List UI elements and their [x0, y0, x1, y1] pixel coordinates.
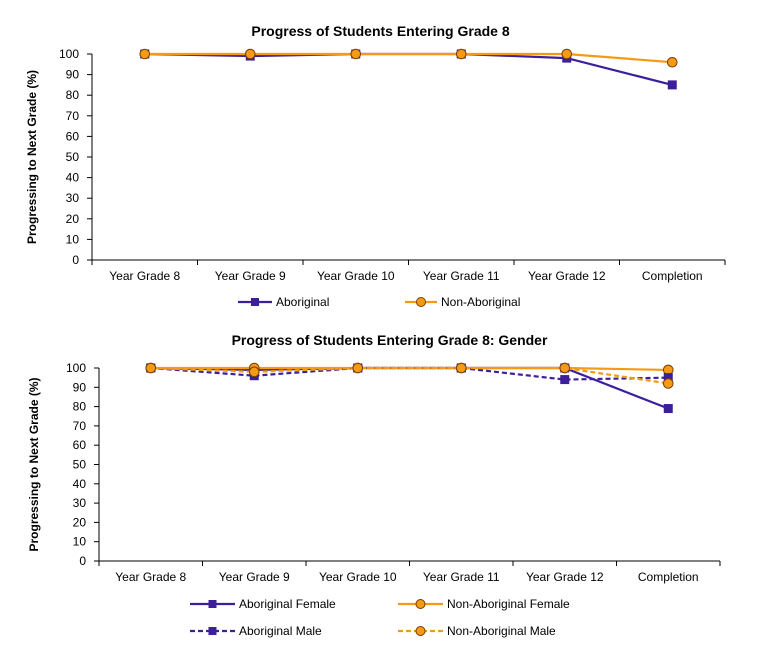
- legend-label: Non-Aboriginal Female: [447, 597, 570, 611]
- y-tick-label: 70: [66, 109, 80, 123]
- y-tick-label: 60: [73, 438, 87, 452]
- y-tick-label: 40: [66, 171, 80, 185]
- series-non-aboriginal: [139, 48, 678, 68]
- x-tick-label: Year Grade 11: [423, 570, 500, 584]
- y-tick-label: 10: [66, 232, 80, 246]
- x-tick-label: Completion: [642, 269, 703, 283]
- legend-swatch-marker: [415, 599, 426, 609]
- data-point: [350, 48, 362, 60]
- legend-swatch-marker: [416, 297, 426, 307]
- legend: Aboriginal Non-Aboriginal: [238, 295, 520, 309]
- y-tick-label: 0: [79, 554, 86, 568]
- legend-swatch-marker: [208, 627, 217, 635]
- x-tick-label: Year Grade 8: [115, 570, 186, 584]
- y-tick-label: 30: [66, 191, 80, 205]
- y-tick-label: 40: [73, 477, 87, 491]
- y-tick-label: 50: [66, 150, 80, 164]
- data-point: [559, 362, 571, 374]
- series-line: [150, 366, 669, 410]
- chart-2: Progress of Students Entering Grade 8: G…: [27, 332, 721, 638]
- data-point: [561, 48, 573, 60]
- data-point: [663, 404, 673, 414]
- series-line: [150, 366, 669, 385]
- y-tick-label: 100: [59, 47, 79, 61]
- legend-swatch-marker: [251, 298, 259, 306]
- series-line: [144, 52, 673, 64]
- y-tick-label: 90: [73, 380, 87, 394]
- data-point: [662, 378, 674, 389]
- y-axis-label: Progressing to Next Grade (%): [25, 70, 39, 244]
- legend-item: Non-Aboriginal Female: [398, 597, 570, 611]
- x-tick-label: Completion: [638, 570, 699, 584]
- legend-item: Non-Aboriginal Male: [398, 624, 556, 638]
- legend: Aboriginal Female Non-Aboriginal Female Ab…: [190, 597, 570, 638]
- legend-label: Non-Aboriginal: [441, 295, 520, 309]
- data-point: [560, 375, 570, 385]
- data-point: [248, 366, 260, 378]
- y-tick-label: 50: [73, 458, 87, 472]
- y-tick-label: 20: [73, 515, 87, 529]
- legend-label: Aboriginal Male: [239, 624, 322, 638]
- data-point: [666, 56, 678, 68]
- x-tick-label: Year Grade 12: [528, 269, 606, 283]
- data-point: [244, 48, 256, 60]
- legend-swatch-marker: [208, 600, 217, 608]
- series-non-aboriginal-male: [145, 362, 674, 389]
- legend-label: Aboriginal Female: [239, 597, 336, 611]
- x-tick-label: Year Grade 10: [317, 269, 395, 283]
- data-point: [455, 362, 467, 374]
- y-tick-label: 20: [66, 212, 80, 226]
- data-point: [455, 48, 467, 60]
- legend-label: Aboriginal: [276, 295, 329, 309]
- data-point: [139, 48, 151, 60]
- y-tick-label: 10: [73, 535, 87, 549]
- data-point: [352, 362, 364, 374]
- y-tick-label: 60: [66, 129, 80, 143]
- x-tick-label: Year Grade 9: [215, 269, 286, 283]
- chart-1: Progress of Students Entering Grade 8 Pro…: [25, 23, 726, 309]
- legend-item: Aboriginal Male: [190, 624, 322, 638]
- x-tick-label: Year Grade 9: [219, 570, 290, 584]
- legend-item: Aboriginal Female: [190, 597, 336, 611]
- x-tick-label: Year Grade 10: [319, 570, 397, 584]
- data-point: [667, 80, 677, 90]
- legend-item: Aboriginal: [238, 295, 329, 309]
- y-tick-label: 100: [66, 361, 86, 375]
- x-tick-label: Year Grade 11: [423, 269, 500, 283]
- y-tick-label: 80: [66, 88, 80, 102]
- chart-title: Progress of Students Entering Grade 8: G…: [232, 332, 548, 348]
- data-point: [145, 362, 157, 374]
- y-tick-label: 30: [73, 496, 87, 510]
- x-tick-label: Year Grade 8: [109, 269, 180, 283]
- legend-label: Non-Aboriginal Male: [447, 624, 556, 638]
- legend-swatch-marker: [415, 626, 426, 636]
- y-tick-label: 90: [66, 68, 80, 82]
- y-axis-label: Progressing to Next Grade (%): [27, 377, 41, 551]
- y-tick-label: 0: [72, 253, 79, 267]
- series-line: [144, 52, 673, 86]
- y-tick-label: 70: [73, 419, 87, 433]
- y-tick-label: 80: [73, 400, 87, 414]
- x-tick-label: Year Grade 12: [526, 570, 604, 584]
- legend-item: Non-Aboriginal: [405, 295, 520, 309]
- chart-title: Progress of Students Entering Grade 8: [251, 23, 509, 39]
